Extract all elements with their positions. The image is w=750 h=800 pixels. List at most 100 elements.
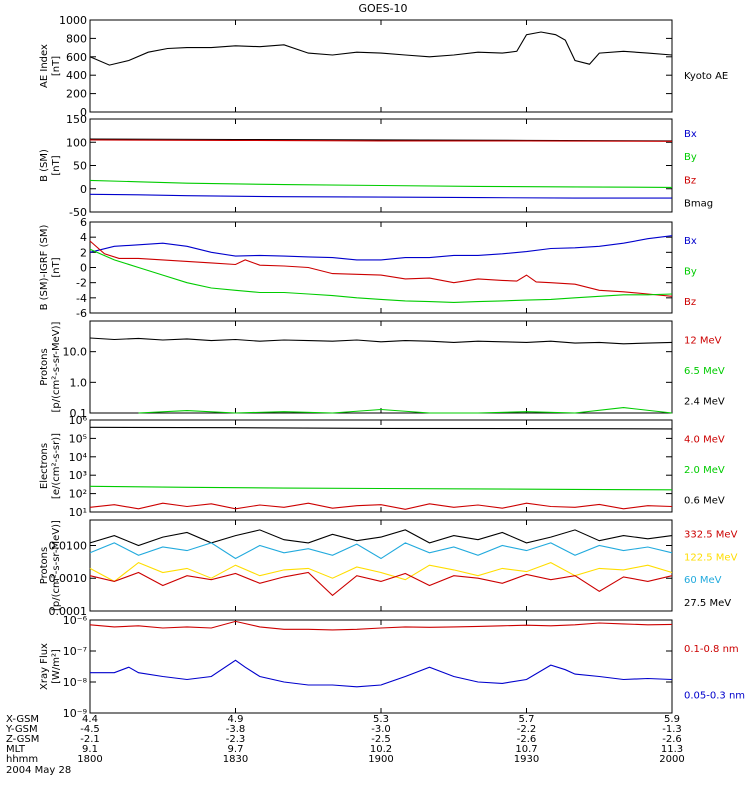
legend-entry: By bbox=[684, 267, 697, 278]
panel-frame bbox=[89, 320, 673, 414]
footer-value: -2.5 bbox=[371, 734, 391, 745]
footer-row-label: Z-GSM bbox=[6, 734, 39, 745]
y-tick-label: 0.0010 bbox=[49, 572, 88, 585]
legend-entry: 2.4 MeV bbox=[684, 397, 725, 408]
footer-row-label: X-GSM bbox=[6, 714, 39, 725]
panel-3: -6 -4 -2 0 2 4 6 B (SM)-IGRF (SM) [nT] Bx By Bz bbox=[39, 216, 697, 320]
series-line-332-5-mev bbox=[89, 571, 673, 597]
y-tick-label: 150 bbox=[66, 113, 87, 126]
legend-entry: By bbox=[684, 152, 697, 163]
footer-row-label: MLT bbox=[6, 744, 26, 755]
footer-value: -4.5 bbox=[80, 724, 100, 735]
footer-value: -2.6 bbox=[517, 734, 537, 745]
footer-value: 9.7 bbox=[228, 744, 244, 755]
legend-entry: Bx bbox=[684, 129, 697, 140]
footer-value: 4.4 bbox=[82, 714, 98, 725]
legend-entry: 12 MeV bbox=[684, 335, 722, 346]
footer-value: 2000 bbox=[659, 754, 684, 765]
footer-value: -2.1 bbox=[80, 734, 100, 745]
panel-7: 10⁻⁹ 10⁻⁸ 10⁻⁷ 10⁻⁶ Xray Flux [W/m²] 0.1-0.8 n… bbox=[39, 614, 745, 720]
y-tick-label: -4 bbox=[76, 292, 87, 305]
legend-entry: Kyoto AE bbox=[684, 71, 728, 82]
y-tick-label: 10⁶ bbox=[69, 414, 88, 427]
series-line-by bbox=[89, 248, 673, 303]
footer-value: 5.7 bbox=[519, 714, 535, 725]
y-tick-label: 1000 bbox=[59, 14, 87, 27]
legend-entry: 0.05-0.3 nm bbox=[684, 690, 745, 701]
series-line-bz bbox=[89, 240, 673, 297]
y-axis-label: Protons bbox=[39, 348, 50, 385]
series-line-2-0-mev bbox=[89, 485, 673, 491]
footer-value: -3.0 bbox=[371, 724, 391, 735]
series-line-122-5-mev bbox=[89, 561, 673, 583]
series-line-0-1-0-8-nm bbox=[89, 620, 673, 631]
y-tick-label: -50 bbox=[69, 206, 87, 219]
series-line-27-5-mev bbox=[89, 529, 673, 547]
y-tick-label: 10¹ bbox=[69, 506, 87, 519]
y-axis-label: [nT] bbox=[51, 155, 62, 175]
y-tick-label: 6 bbox=[80, 216, 87, 229]
y-tick-label: 0 bbox=[80, 106, 87, 119]
y-tick-label: 10⁻⁸ bbox=[63, 676, 88, 689]
legend-entry: Bz bbox=[684, 175, 696, 186]
footer-value: 1800 bbox=[77, 754, 102, 765]
series-line-0-05-0-3-nm bbox=[90, 659, 673, 688]
series-line-60-mev bbox=[89, 542, 673, 560]
y-tick-label: 10⁻⁶ bbox=[63, 614, 88, 627]
legend-entry: 332.5 MeV bbox=[684, 530, 738, 541]
footer-value: 11.3 bbox=[661, 744, 683, 755]
footer-value: -3.8 bbox=[226, 724, 246, 735]
y-axis-label: B (SM)-IGRF (SM) bbox=[39, 225, 50, 311]
series-line-kyoto-ae bbox=[89, 31, 673, 66]
y-tick-label: 10.0 bbox=[63, 346, 88, 359]
series-line-2-4-mev bbox=[89, 337, 673, 345]
legend-entry: 122.5 MeV bbox=[684, 552, 738, 563]
footer-value: 5.3 bbox=[373, 714, 389, 725]
y-axis-label: [p/(cm²-s-sr-MeV)] bbox=[51, 520, 62, 611]
y-tick-label: 0.1 bbox=[70, 407, 88, 420]
footer-value: -1.3 bbox=[662, 724, 682, 735]
plot-title: GOES-10 bbox=[358, 2, 407, 15]
legend-entry: Bmag bbox=[684, 199, 713, 210]
series-line-0-6-mev bbox=[89, 426, 673, 430]
y-tick-label: -2 bbox=[76, 277, 87, 290]
footer-value: -2.3 bbox=[226, 734, 246, 745]
footer-row-label: Y-GSM bbox=[5, 724, 38, 735]
y-tick-label: 0 bbox=[80, 262, 87, 275]
y-tick-label: 10⁻⁹ bbox=[63, 707, 87, 720]
panel-4: 0.1 1.0 10.0 Protons [p/(cm²-s-sr-MeV)] 12 Me… bbox=[39, 320, 725, 420]
legend-entry: 27.5 MeV bbox=[684, 598, 731, 609]
series-line-by bbox=[89, 179, 673, 188]
y-tick-label: -6 bbox=[76, 307, 87, 320]
y-tick-label: 1.0 bbox=[70, 376, 88, 389]
y-tick-label: 10⁻⁷ bbox=[63, 645, 87, 658]
panel-frame bbox=[89, 619, 673, 714]
y-tick-label: 400 bbox=[66, 69, 87, 82]
y-axis-label: [e/(cm²-s-sr)] bbox=[51, 433, 62, 499]
series-line-bz bbox=[89, 139, 673, 142]
y-axis-label: [nT] bbox=[51, 257, 62, 277]
footer-value: 10.2 bbox=[370, 744, 392, 755]
y-tick-label: 0.0001 bbox=[49, 605, 88, 618]
footer-row-label: hhmm bbox=[6, 754, 38, 765]
panel-2: -50 0 50 100 150 B (SM) [nT] Bx By Bz Bmag bbox=[39, 113, 713, 219]
y-tick-label: 10² bbox=[69, 488, 87, 501]
y-tick-label: 4 bbox=[80, 231, 87, 244]
y-axis-label: B (SM) bbox=[39, 149, 50, 182]
y-tick-label: 200 bbox=[66, 88, 87, 101]
y-axis-label: [W/m²] bbox=[51, 649, 62, 684]
legend-entry: 0.1-0.8 nm bbox=[684, 644, 739, 655]
legend-entry: 60 MeV bbox=[684, 575, 722, 586]
footer-value: 1900 bbox=[368, 754, 393, 765]
series-line-4-0-mev bbox=[89, 502, 673, 510]
series-line-bx bbox=[89, 193, 672, 199]
y-tick-label: 2 bbox=[80, 246, 87, 259]
footer-value: 1830 bbox=[223, 754, 248, 765]
footer-date: 2004 May 28 bbox=[6, 765, 71, 776]
legend-entry: Bx bbox=[684, 236, 697, 247]
y-axis-label: [p/(cm²-s-sr-MeV)] bbox=[51, 321, 62, 412]
y-tick-label: 0 bbox=[80, 183, 87, 196]
